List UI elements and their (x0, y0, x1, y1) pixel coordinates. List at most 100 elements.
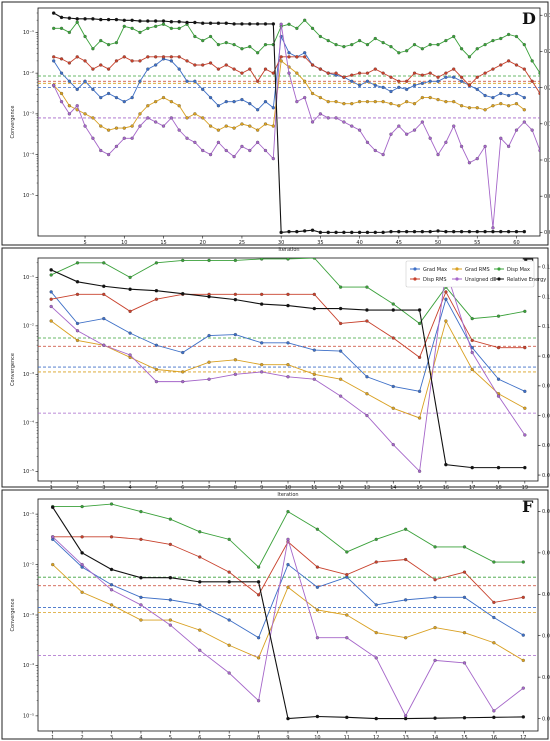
data-point (312, 377, 316, 381)
data-point (365, 100, 370, 104)
data-point (433, 625, 437, 630)
data-point (106, 17, 111, 22)
data-point (109, 502, 114, 506)
data-point (451, 229, 456, 234)
data-point (342, 102, 346, 106)
data-point (154, 63, 158, 67)
data-point (381, 71, 385, 75)
data-point (51, 11, 56, 15)
data-point (279, 22, 283, 26)
y-tick-label-right: 0.03 (542, 592, 550, 598)
data-point (397, 79, 401, 83)
data-point (428, 43, 432, 47)
data-point (286, 509, 290, 514)
data-point (522, 43, 526, 47)
data-point (154, 261, 159, 265)
data-point (523, 406, 527, 410)
data-point (102, 284, 106, 288)
data-point (365, 413, 369, 418)
data-point (452, 67, 456, 71)
data-point (522, 120, 526, 124)
data-point (83, 112, 87, 116)
data-point (139, 603, 143, 607)
data-point (154, 120, 158, 124)
data-point (207, 333, 211, 338)
data-point (227, 643, 231, 647)
data-point (470, 350, 474, 355)
y-tick-label-right: 0.10 (544, 158, 550, 164)
data-point (459, 104, 464, 108)
data-point (492, 615, 496, 620)
data-point (492, 641, 496, 645)
data-point (260, 363, 264, 367)
data-point (412, 128, 417, 132)
data-point (417, 416, 422, 420)
data-point (365, 308, 369, 312)
data-point (106, 91, 111, 96)
data-point (303, 79, 307, 83)
data-point (83, 124, 87, 128)
data-point (514, 34, 519, 39)
data-point (146, 104, 150, 108)
data-point (365, 285, 369, 289)
data-point (75, 20, 79, 24)
data-point (339, 321, 343, 326)
data-point (391, 443, 395, 447)
y-tick-label-right: 0.08 (542, 354, 550, 360)
y-tick-label-left: 10⁻⁴ (23, 152, 34, 158)
data-point (433, 658, 437, 663)
x-tick-label: 60 (513, 240, 519, 246)
data-point (286, 303, 290, 308)
data-point (491, 229, 495, 234)
y-tick-label-right: 0.00 (542, 473, 550, 479)
data-point (357, 38, 362, 43)
data-point (49, 290, 53, 294)
data-point (302, 229, 307, 233)
data-point (248, 124, 252, 128)
data-point (475, 157, 479, 161)
data-point (444, 71, 448, 75)
data-point (49, 304, 53, 309)
data-point (492, 709, 496, 713)
data-point (139, 575, 143, 580)
data-point (67, 16, 72, 20)
legend-label: Relative Energy (507, 277, 546, 283)
x-tick-label: 7 (228, 735, 231, 741)
legend-label: Grad RMS (465, 267, 490, 273)
data-point (109, 567, 114, 572)
data-point (436, 97, 440, 102)
data-point (365, 71, 370, 75)
data-point (389, 75, 393, 79)
data-point (391, 308, 395, 312)
data-point (310, 63, 315, 67)
data-point (342, 75, 346, 79)
data-point (286, 363, 290, 367)
y-tick-label-right: 0.15 (544, 122, 550, 128)
data-point (80, 535, 84, 539)
data-point (462, 716, 467, 720)
data-point (279, 230, 283, 235)
data-point (224, 63, 228, 67)
plot-area (38, 502, 538, 721)
data-point (404, 527, 408, 531)
data-point (522, 229, 527, 234)
data-point (433, 595, 437, 599)
data-point (224, 124, 228, 128)
y-tick-label-right: 0.30 (544, 13, 550, 19)
data-point (428, 79, 432, 83)
data-point (312, 348, 316, 352)
data-point (310, 228, 315, 232)
data-point (260, 292, 264, 296)
x-tick-label: 5 (83, 240, 86, 246)
data-point (338, 306, 343, 311)
data-point (357, 100, 362, 104)
data-point (521, 715, 526, 719)
data-point (216, 67, 221, 71)
y-tick-label-right: 0.25 (544, 49, 550, 55)
legend-entry-relative-energy: Relative Energy (494, 277, 546, 283)
data-point (256, 128, 260, 132)
data-point (75, 17, 79, 21)
data-point (462, 545, 467, 549)
x-tick-label: 6 (181, 485, 184, 491)
data-point (154, 55, 158, 59)
